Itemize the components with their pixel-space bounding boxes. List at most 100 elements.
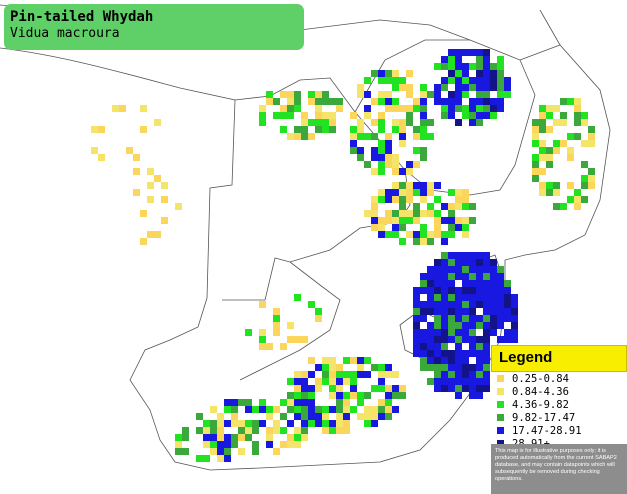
occurrence-cell [504, 315, 511, 322]
occurrence-cell [182, 434, 189, 441]
occurrence-cell [490, 63, 497, 70]
occurrence-cell [553, 140, 560, 147]
occurrence-cell [406, 196, 413, 203]
occurrence-cell [420, 336, 427, 343]
occurrence-cell [413, 217, 420, 224]
occurrence-cell [392, 168, 399, 175]
occurrence-cell [504, 287, 511, 294]
occurrence-cell [385, 133, 392, 140]
occurrence-cell [441, 357, 448, 364]
occurrence-cell [546, 154, 553, 161]
occurrence-cell [378, 154, 385, 161]
occurrence-cell [385, 91, 392, 98]
occurrence-cell [546, 105, 553, 112]
occurrence-cell [224, 420, 231, 427]
occurrence-cell [455, 329, 462, 336]
occurrence-cell [511, 329, 518, 336]
occurrence-cell [371, 70, 378, 77]
occurrence-cell [280, 91, 287, 98]
occurrence-cell [532, 168, 539, 175]
occurrence-cell [287, 336, 294, 343]
occurrence-cell [420, 133, 427, 140]
occurrence-cell [462, 105, 469, 112]
occurrence-cell [231, 420, 238, 427]
occurrence-cell [483, 329, 490, 336]
occurrence-cell [245, 434, 252, 441]
occurrence-cell [455, 49, 462, 56]
occurrence-cell [455, 294, 462, 301]
occurrence-cell [448, 329, 455, 336]
occurrence-cell [441, 294, 448, 301]
occurrence-cell [462, 266, 469, 273]
occurrence-cell [350, 133, 357, 140]
occurrence-cell [315, 112, 322, 119]
occurrence-cell [462, 63, 469, 70]
occurrence-cell [203, 427, 210, 434]
occurrence-cell [476, 63, 483, 70]
occurrence-cell [280, 126, 287, 133]
occurrence-cell [469, 343, 476, 350]
occurrence-cell [434, 63, 441, 70]
occurrence-cell [567, 133, 574, 140]
occurrence-cell [455, 252, 462, 259]
occurrence-cell [420, 196, 427, 203]
occurrence-cell [371, 224, 378, 231]
occurrence-cell [476, 70, 483, 77]
occurrence-cell [329, 357, 336, 364]
occurrence-cell [427, 364, 434, 371]
occurrence-cell [455, 301, 462, 308]
occurrence-cell [385, 406, 392, 413]
occurrence-cell [385, 371, 392, 378]
occurrence-cell [539, 182, 546, 189]
occurrence-cell [490, 315, 497, 322]
occurrence-cell [490, 294, 497, 301]
occurrence-cell [420, 112, 427, 119]
occurrence-cell [378, 224, 385, 231]
occurrence-cell [455, 217, 462, 224]
occurrence-cell [455, 378, 462, 385]
occurrence-cell [441, 231, 448, 238]
occurrence-cell [497, 308, 504, 315]
occurrence-cell [462, 217, 469, 224]
occurrence-cell [406, 182, 413, 189]
occurrence-cell [469, 49, 476, 56]
occurrence-cell [154, 119, 161, 126]
occurrence-cell [294, 413, 301, 420]
occurrence-cell [504, 77, 511, 84]
occurrence-cell [574, 203, 581, 210]
occurrence-cell [574, 98, 581, 105]
occurrence-cell [343, 392, 350, 399]
occurrence-cell [427, 231, 434, 238]
occurrence-cell [287, 406, 294, 413]
occurrence-cell [392, 371, 399, 378]
occurrence-cell [259, 420, 266, 427]
occurrence-cell [539, 189, 546, 196]
occurrence-cell [378, 231, 385, 238]
occurrence-cell [378, 406, 385, 413]
occurrence-cell [469, 287, 476, 294]
occurrence-cell [322, 119, 329, 126]
occurrence-cell [308, 385, 315, 392]
occurrence-cell [301, 399, 308, 406]
occurrence-cell [574, 105, 581, 112]
occurrence-cell [483, 273, 490, 280]
occurrence-cell [588, 126, 595, 133]
occurrence-cell [364, 133, 371, 140]
occurrence-cell [462, 84, 469, 91]
occurrence-cell [490, 105, 497, 112]
occurrence-cell [497, 273, 504, 280]
occurrence-cell [567, 196, 574, 203]
occurrence-cell [308, 133, 315, 140]
occurrence-cell [399, 119, 406, 126]
occurrence-cell [217, 455, 224, 462]
occurrence-cell [469, 308, 476, 315]
occurrence-cell [315, 308, 322, 315]
occurrence-cell [224, 434, 231, 441]
occurrence-cell [329, 371, 336, 378]
occurrence-cell [511, 294, 518, 301]
occurrence-cell [497, 287, 504, 294]
occurrence-cell [497, 84, 504, 91]
occurrence-cell [357, 364, 364, 371]
occurrence-cell [420, 301, 427, 308]
